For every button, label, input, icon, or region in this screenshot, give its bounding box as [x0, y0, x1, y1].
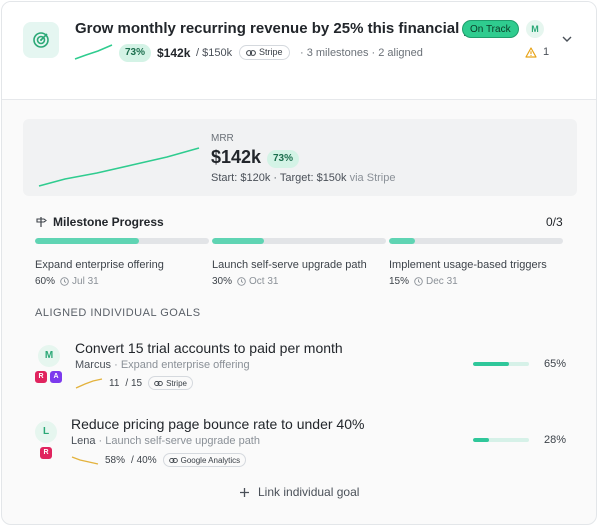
linked-milestone: · Expand enterprise offering [114, 359, 250, 371]
milestone-count: 0/3 [546, 215, 563, 229]
aligned-goal-owner: Marcus · Expand enterprise offering [75, 359, 250, 371]
target-value: / $150k [196, 47, 233, 59]
linked-milestone: · Launch self-serve upgrade path [98, 435, 260, 447]
milestone-progress-bar [212, 238, 386, 244]
mrr-sparkline [38, 147, 200, 187]
source-label: Google Analytics [180, 455, 241, 465]
owner-avatar[interactable]: M [526, 20, 544, 38]
trend-sparkline [71, 456, 99, 465]
metric-current: 11 [109, 377, 120, 389]
trend-sparkline [75, 378, 103, 389]
owner-name: Marcus [75, 359, 112, 371]
milestone-name: Implement usage-based triggers [389, 259, 547, 271]
chevron-down-icon[interactable] [561, 33, 573, 45]
aligned-goal-percent: 65% [544, 358, 567, 370]
milestone-item[interactable]: Implement usage-based triggers 15% Dec 3… [389, 238, 563, 287]
milestone-progress-bar [389, 238, 563, 244]
milestone-percent: 60% [35, 276, 56, 287]
metric-target: / 40% [131, 454, 157, 466]
link-individual-goal-button[interactable]: Link individual goal [239, 485, 359, 499]
milestone-item[interactable]: Launch self-serve upgrade path 30% Oct 3… [212, 238, 386, 287]
link-icon [154, 380, 163, 386]
milestone-meta: 60% Jul 31 [35, 276, 209, 287]
milestone-progress-bar [35, 238, 209, 244]
milestone-name: Expand enterprise offering [35, 259, 164, 271]
milestone-date-label: Oct 31 [249, 276, 279, 287]
plus-icon [240, 487, 249, 497]
avatar[interactable]: L [35, 421, 57, 443]
milestone-date-label: Jul 31 [72, 276, 99, 287]
mrr-detail: Start: $120k · Target: $150k via Stripe [211, 172, 395, 184]
link-individual-goal-label: Link individual goal [258, 485, 360, 499]
aligned-goal-progress-bar [473, 362, 529, 366]
source-label: Stripe [259, 47, 283, 57]
tag-a-badge: A [50, 371, 62, 383]
milestone-heading: Milestone Progress [35, 215, 164, 229]
milestone-percent: 15% [389, 276, 410, 287]
milestone-meta: 15% Dec 31 [389, 276, 563, 287]
aligned-goal-progress-bar [473, 438, 529, 442]
goal-meta: · 3 milestones · 2 aligned [300, 47, 423, 59]
aligned-goal-owner: Lena · Launch self-serve upgrade path [71, 435, 260, 447]
metric-current: 58% [105, 454, 126, 466]
warning-indicator[interactable]: 1 [525, 46, 549, 58]
source-label: Stripe [166, 378, 187, 388]
aligned-goal-title[interactable]: Reduce pricing page bounce rate to under… [71, 416, 365, 432]
milestone-progress-fill [389, 238, 416, 244]
milestone-date: Oct 31 [237, 276, 278, 287]
milestone-meta: 30% Oct 31 [212, 276, 386, 287]
aligned-goal-metric: 58% / 40% Google Analytics [71, 453, 247, 467]
milestone-progress-fill [35, 238, 140, 244]
avatar[interactable]: M [38, 345, 60, 367]
link-icon [168, 457, 178, 463]
aligned-goal-row[interactable]: L R Reduce pricing page bounce rate to u… [2, 413, 596, 473]
clock-icon [414, 277, 423, 286]
goal-header[interactable]: Grow monthly recurring revenue by 25% th… [2, 2, 596, 100]
aligned-goal-title[interactable]: Convert 15 trial accounts to paid per mo… [75, 340, 343, 356]
milestone-date-label: Dec 31 [426, 276, 458, 287]
owner-name: Lena [71, 435, 96, 447]
milestone-percent: 30% [212, 276, 233, 287]
milestone-heading-label: Milestone Progress [53, 215, 164, 229]
source-chip[interactable]: Stripe [148, 376, 193, 390]
metric-target: / 15 [125, 377, 143, 389]
warning-count: 1 [543, 46, 550, 58]
aligned-goal-row[interactable]: M R A Convert 15 trial accounts to paid … [2, 337, 596, 397]
current-value: $142k [157, 46, 191, 60]
mrr-percent-badge: 73% [267, 150, 300, 168]
milestone-progress-fill [212, 238, 265, 244]
milestone-name: Launch self-serve upgrade path [212, 259, 367, 271]
milestone-item[interactable]: Expand enterprise offering 60% Jul 31 [35, 238, 209, 287]
mrr-range: Start: $120k · Target: $150k [211, 172, 347, 184]
signpost-icon [36, 217, 47, 227]
tag-r-badge: R [35, 371, 47, 383]
clock-icon [60, 277, 69, 286]
tag-r-badge: R [40, 447, 52, 459]
source-chip[interactable]: Google Analytics [162, 453, 247, 467]
milestone-date: Jul 31 [60, 276, 99, 287]
aligned-goal-progress-fill [473, 438, 489, 442]
aligned-goal-percent: 28% [544, 434, 567, 446]
clock-icon [237, 277, 246, 286]
mrr-value: $142k [211, 147, 262, 167]
goal-title[interactable]: Grow monthly recurring revenue by 25% th… [75, 20, 495, 37]
target-icon [23, 22, 59, 58]
milestone-date: Dec 31 [414, 276, 458, 287]
mrr-source: via Stripe [349, 172, 396, 184]
progress-percent-badge: 73% [119, 44, 152, 62]
trend-sparkline [74, 44, 113, 60]
aligned-goal-metric: 11 / 15 Stripe [75, 376, 193, 390]
aligned-goal-progress-fill [473, 362, 510, 366]
status-badge: On Track [462, 20, 519, 38]
aligned-goals-heading: ALIGNED INDIVIDUAL GOALS [35, 307, 201, 319]
mrr-panel: MRR $142k 73% Start: $120k · Target: $15… [23, 119, 577, 196]
mrr-label: MRR [211, 133, 234, 144]
link-icon [246, 49, 256, 56]
source-chip[interactable]: Stripe [239, 45, 290, 60]
warning-icon [525, 46, 537, 58]
